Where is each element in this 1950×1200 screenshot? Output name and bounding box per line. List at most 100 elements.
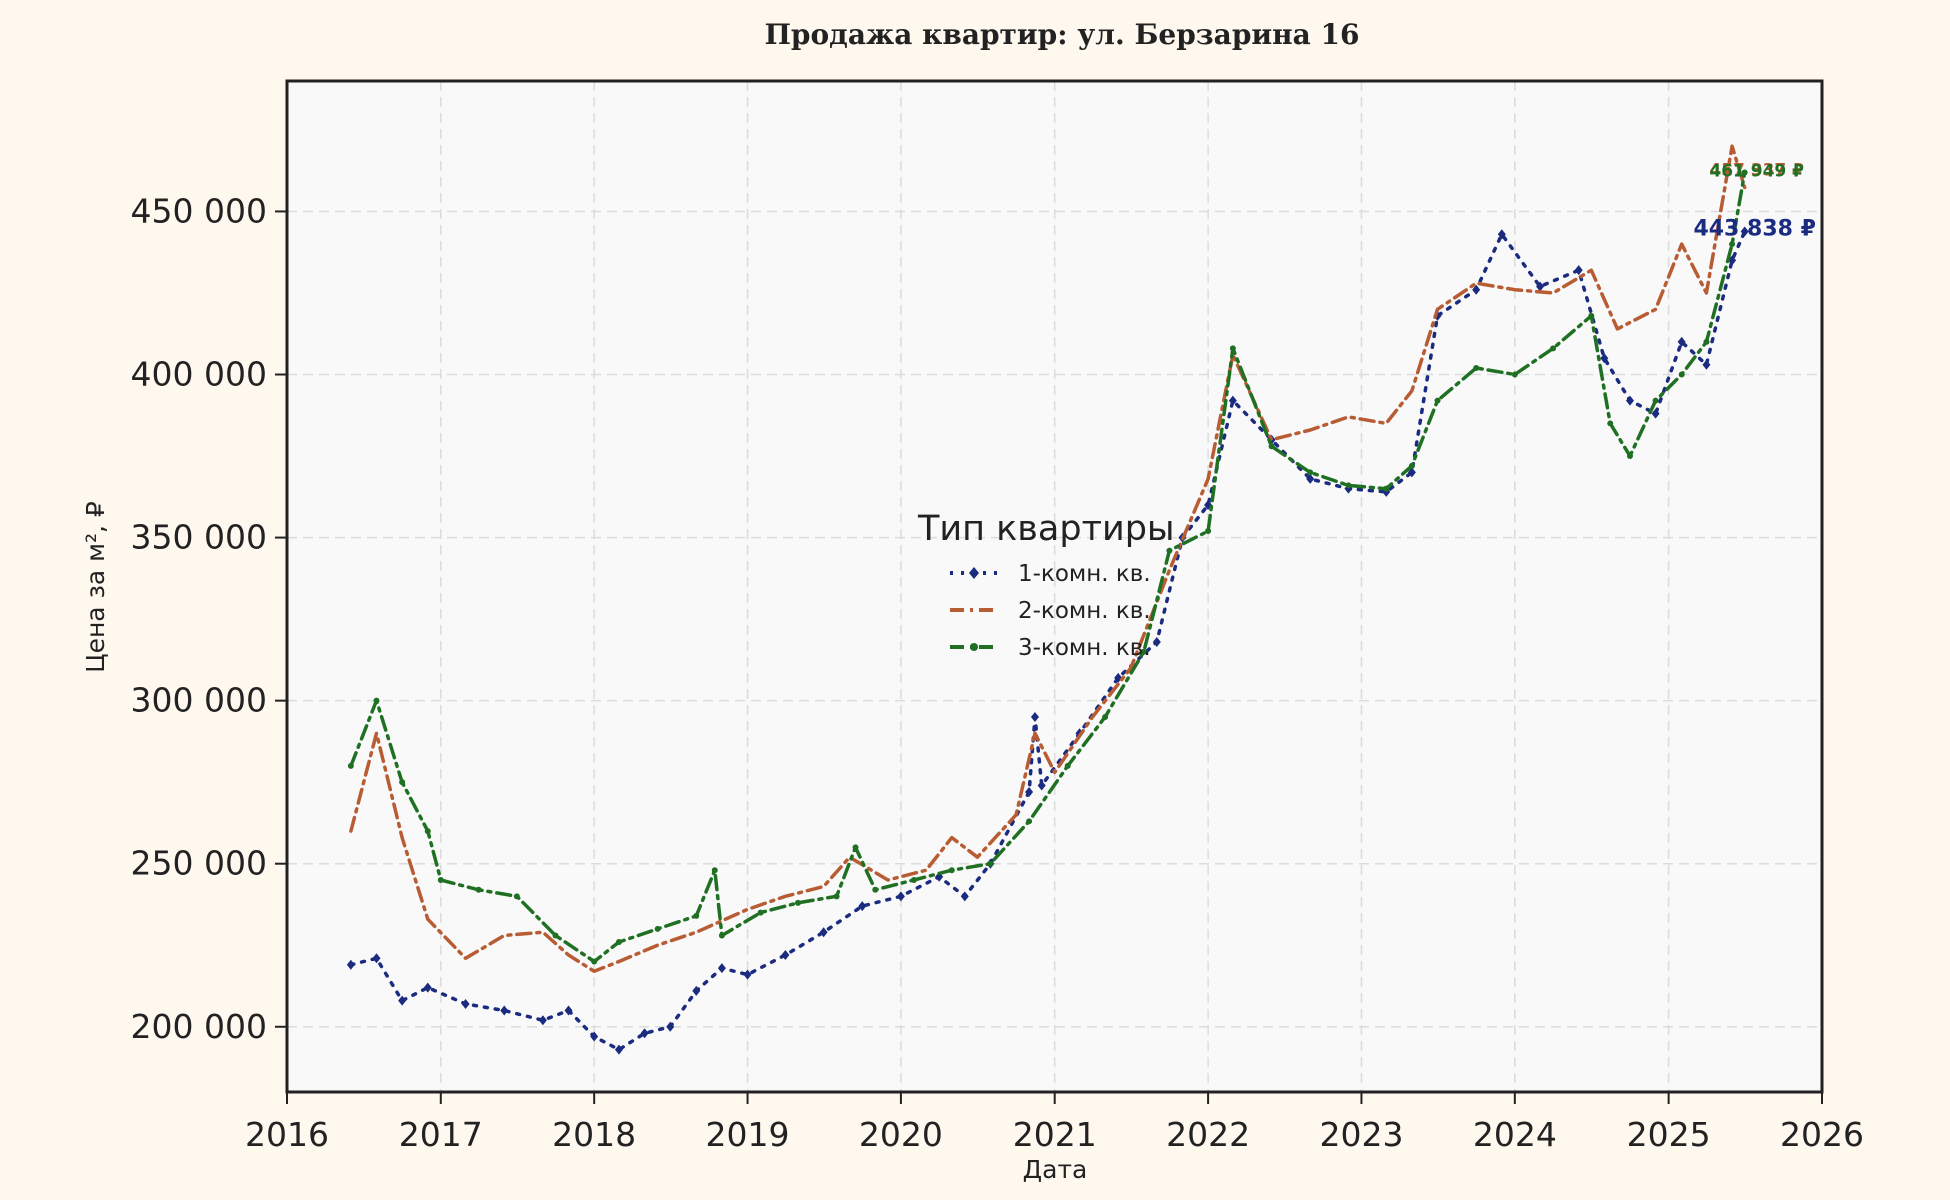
data-point bbox=[1550, 345, 1557, 352]
x-axis-ticks: 2016 2017 2018 2019 2020 2021 2022 2023 2024 2025… bbox=[245, 1092, 1864, 1154]
data-point bbox=[398, 995, 407, 1006]
legend-label: 2-комн. кв. bbox=[1018, 598, 1151, 624]
data-point bbox=[1651, 408, 1660, 419]
legend-marker bbox=[969, 567, 979, 579]
data-point bbox=[513, 893, 520, 900]
x-tick-label: 2023 bbox=[1319, 1115, 1403, 1154]
data-point bbox=[1102, 713, 1109, 720]
data-point bbox=[1306, 473, 1315, 484]
series-line-1 bbox=[349, 229, 1747, 1052]
data-point bbox=[1625, 395, 1634, 406]
x-tick-label: 2024 bbox=[1473, 1115, 1557, 1154]
data-point bbox=[1345, 482, 1352, 489]
data-point bbox=[692, 985, 701, 996]
data-point bbox=[1140, 648, 1147, 655]
data-point bbox=[1574, 265, 1583, 276]
data-point bbox=[1228, 395, 1237, 406]
data-point bbox=[1741, 169, 1748, 176]
data-point bbox=[614, 1044, 623, 1055]
y-tick-label: 450 000 bbox=[131, 191, 267, 230]
data-point bbox=[872, 886, 879, 893]
legend-label: 1-комн. кв. bbox=[1018, 561, 1151, 587]
data-point bbox=[500, 1005, 509, 1016]
data-point bbox=[1729, 241, 1736, 248]
data-point bbox=[347, 762, 354, 769]
data-point bbox=[757, 909, 764, 916]
data-point bbox=[1152, 636, 1161, 647]
data-point bbox=[372, 953, 381, 964]
data-point bbox=[717, 963, 726, 974]
data-point bbox=[1205, 528, 1212, 535]
data-point bbox=[896, 891, 905, 902]
data-point bbox=[1607, 420, 1614, 427]
data-point bbox=[1703, 338, 1710, 345]
data-point bbox=[1678, 371, 1685, 378]
end-labels: 443 838 ₽ 457 337 ₽461 949 ₽ bbox=[1693, 161, 1815, 242]
y-tick-label: 400 000 bbox=[131, 355, 267, 394]
data-point bbox=[781, 950, 790, 961]
x-axis-label: Дата bbox=[1023, 1155, 1088, 1184]
series-line-2 bbox=[349, 144, 1747, 974]
x-tick-label: 2026 bbox=[1780, 1115, 1864, 1154]
data-point bbox=[654, 925, 661, 932]
data-point bbox=[910, 877, 917, 884]
data-point bbox=[1268, 443, 1275, 450]
data-point bbox=[475, 886, 482, 893]
data-point bbox=[852, 844, 859, 851]
x-tick-label: 2019 bbox=[706, 1115, 790, 1154]
y-tick-label: 300 000 bbox=[131, 681, 267, 720]
data-point bbox=[590, 1031, 599, 1042]
y-tick-label: 250 000 bbox=[131, 844, 267, 883]
legend: Тип квартиры 1-комн. кв. 2-комн. кв. 3-ком… bbox=[917, 509, 1175, 661]
data-point bbox=[1166, 547, 1173, 554]
end-label-3: 461 949 ₽ bbox=[1709, 161, 1804, 181]
data-point bbox=[461, 998, 470, 1009]
data-point bbox=[1677, 336, 1686, 347]
data-point bbox=[591, 958, 598, 965]
y-axis-label: Цена за м², ₽ bbox=[81, 501, 110, 673]
data-point bbox=[346, 959, 355, 970]
data-point bbox=[424, 828, 431, 835]
data-point bbox=[1600, 353, 1609, 364]
x-tick-label: 2025 bbox=[1627, 1115, 1711, 1154]
x-tick-label: 2018 bbox=[552, 1115, 636, 1154]
data-point bbox=[1588, 312, 1595, 319]
legend-title: Тип квартиры bbox=[917, 509, 1175, 549]
data-point bbox=[1030, 711, 1039, 722]
series-lines bbox=[346, 144, 1749, 1055]
chart-title: Продажа квартир: ул. Берзарина 16 bbox=[764, 18, 1359, 51]
data-point bbox=[819, 927, 828, 938]
x-tick-label: 2016 bbox=[245, 1115, 329, 1154]
data-point bbox=[960, 891, 969, 902]
data-point bbox=[538, 1015, 547, 1026]
data-point bbox=[693, 912, 700, 919]
data-point bbox=[743, 969, 752, 980]
data-point bbox=[437, 877, 444, 884]
legend-label: 3-комн. кв. bbox=[1018, 635, 1151, 661]
data-point bbox=[1383, 485, 1390, 492]
data-point bbox=[858, 901, 867, 912]
end-label-2: 457 337 ₽ bbox=[1709, 161, 1804, 181]
data-point bbox=[1025, 786, 1034, 797]
x-tick-label: 2021 bbox=[1013, 1115, 1097, 1154]
data-point bbox=[1307, 469, 1314, 476]
data-point bbox=[373, 697, 380, 704]
y-tick-label: 200 000 bbox=[131, 1007, 267, 1046]
data-point bbox=[1473, 364, 1480, 371]
data-point bbox=[552, 932, 559, 939]
data-point bbox=[1408, 462, 1415, 469]
data-point bbox=[711, 867, 718, 874]
y-axis-ticks: 200 000 250 000 300 000 350 000 400 000 450 0… bbox=[131, 191, 287, 1046]
end-label-1: 443 838 ₽ bbox=[1693, 217, 1815, 242]
data-point bbox=[833, 893, 840, 900]
y-tick-label: 350 000 bbox=[131, 518, 267, 557]
data-point bbox=[423, 982, 432, 993]
x-tick-label: 2020 bbox=[859, 1115, 943, 1154]
data-point bbox=[1740, 226, 1749, 237]
data-point bbox=[987, 860, 994, 867]
data-point bbox=[1037, 780, 1046, 791]
legend-marker bbox=[970, 643, 978, 651]
data-point bbox=[948, 867, 955, 874]
data-point bbox=[1434, 397, 1441, 404]
x-tick-label: 2022 bbox=[1166, 1115, 1250, 1154]
